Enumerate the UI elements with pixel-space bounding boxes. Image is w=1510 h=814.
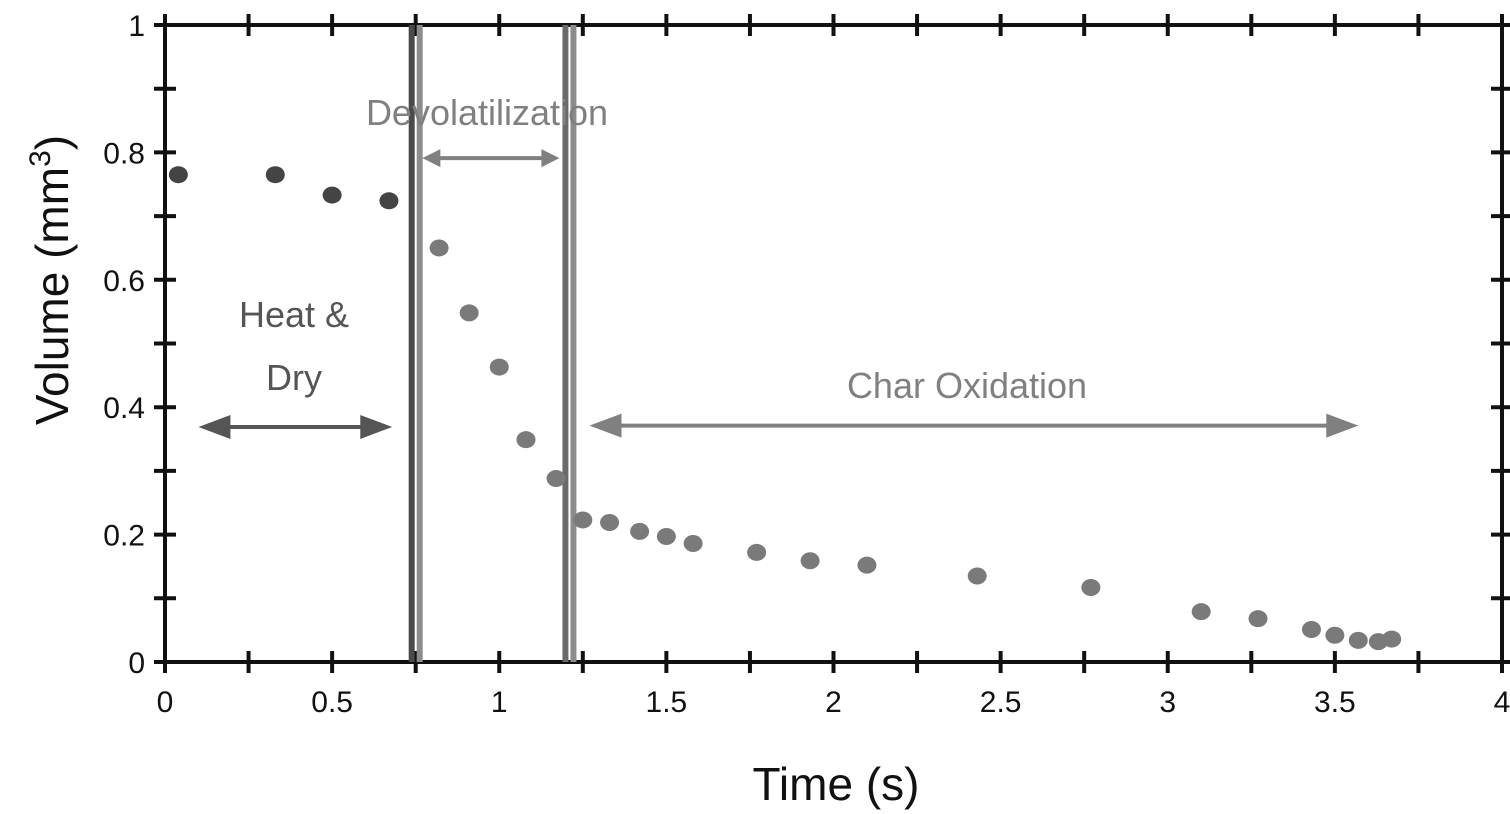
y-tick-label: 0.8 bbox=[103, 137, 145, 170]
data-point bbox=[429, 239, 449, 257]
data-point bbox=[800, 552, 820, 570]
x-tick-label: 4 bbox=[1494, 686, 1510, 719]
x-tick-label: 1 bbox=[491, 686, 508, 719]
data-point bbox=[683, 535, 703, 553]
region-arrow-head-left bbox=[198, 414, 231, 439]
x-tick-label: 2 bbox=[825, 686, 842, 719]
data-point bbox=[857, 556, 877, 574]
data-point bbox=[379, 192, 399, 210]
region-annotations: Heat & Dry Devolatilization Char Oxidation bbox=[198, 92, 1359, 439]
y-axis-title-superscript: 3 bbox=[24, 150, 57, 167]
y-axis-title-close: ) bbox=[26, 135, 78, 150]
data-point bbox=[573, 511, 593, 529]
data-point bbox=[459, 304, 479, 322]
x-tick-label: 3.5 bbox=[1314, 686, 1356, 719]
x-tick-label: 1.5 bbox=[646, 686, 688, 719]
data-point bbox=[168, 166, 188, 184]
data-point bbox=[489, 358, 509, 376]
data-point bbox=[322, 186, 342, 204]
y-tick-label: 1 bbox=[128, 10, 145, 43]
data-point bbox=[265, 166, 285, 184]
region-arrow-head-right bbox=[541, 149, 560, 168]
y-tick-label: 0.4 bbox=[103, 392, 145, 425]
x-tick-label: 3 bbox=[1159, 686, 1176, 719]
phase-boundaries bbox=[408, 25, 577, 662]
data-point bbox=[1382, 630, 1402, 648]
data-point bbox=[516, 431, 536, 449]
data-point bbox=[1191, 603, 1211, 621]
x-axis-title: Time (s) bbox=[753, 758, 920, 810]
x-tick-label: 0 bbox=[157, 686, 174, 719]
data-point bbox=[1325, 626, 1345, 644]
region-arrow-head-left bbox=[589, 413, 622, 438]
data-point bbox=[656, 528, 676, 546]
y-axis-title-main: Volume (mm bbox=[26, 167, 78, 425]
data-point bbox=[967, 567, 987, 585]
tick-labels: 0 0.5 1 1.5 2 2.5 3 3.5 4 0 0.2 0.4 0.6 0.8 1 bbox=[103, 10, 1510, 719]
axis-ticks bbox=[154, 14, 1510, 673]
data-point bbox=[1301, 621, 1321, 639]
data-point bbox=[630, 522, 650, 540]
region-arrow-head-right bbox=[360, 414, 393, 439]
data-point bbox=[1348, 631, 1368, 649]
data-point bbox=[1081, 578, 1101, 596]
y-axis-title: Volume (mm3) bbox=[24, 135, 78, 425]
region-label: Heat & bbox=[239, 294, 349, 335]
region-arrow-head-left bbox=[422, 149, 441, 168]
data-point bbox=[1248, 610, 1268, 628]
y-tick-label: 0.2 bbox=[103, 520, 145, 553]
region-label: Dry bbox=[266, 357, 322, 398]
data-point bbox=[600, 513, 620, 531]
region-label: Devolatilization bbox=[366, 92, 608, 133]
data-points bbox=[168, 166, 1402, 651]
data-point bbox=[546, 470, 566, 488]
region-label: Char Oxidation bbox=[847, 365, 1087, 406]
data-point bbox=[747, 543, 767, 561]
x-tick-label: 0.5 bbox=[311, 686, 353, 719]
region-arrow-head-right bbox=[1326, 413, 1359, 438]
y-tick-label: 0.6 bbox=[103, 265, 145, 298]
x-tick-label: 2.5 bbox=[980, 686, 1022, 719]
y-tick-label: 0 bbox=[128, 647, 145, 680]
